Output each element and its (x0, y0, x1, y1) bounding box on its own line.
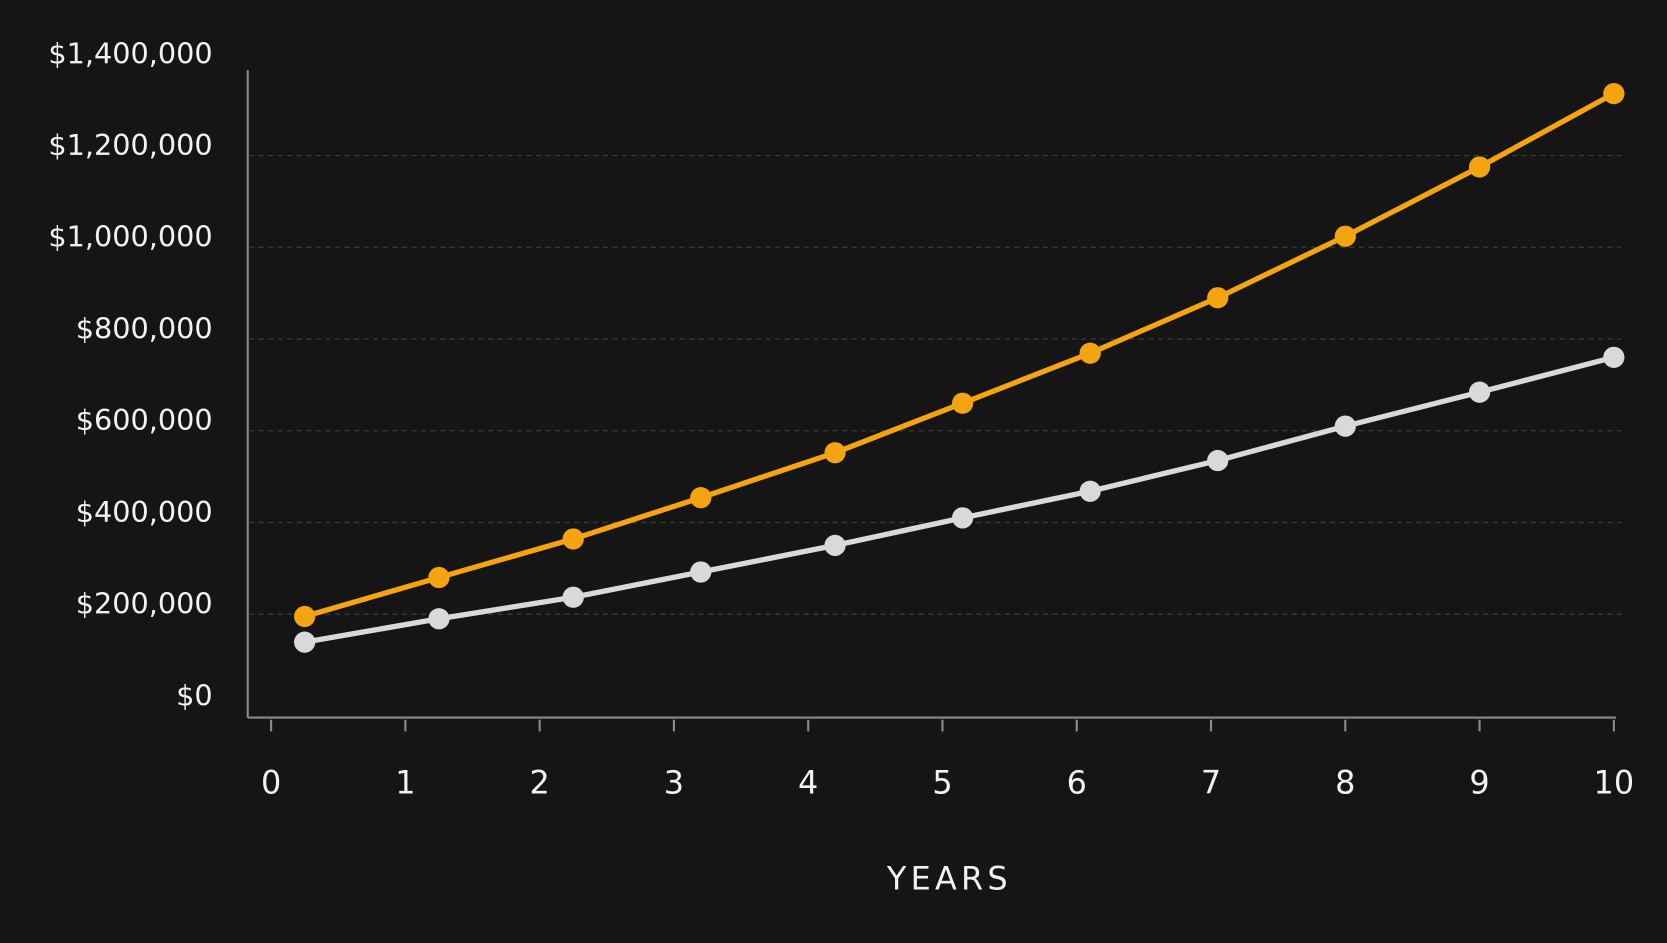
data-point (690, 561, 712, 583)
data-point (824, 534, 846, 557)
data-point (1207, 449, 1229, 472)
x-tick-label: 0 (261, 764, 281, 802)
data-point (824, 442, 846, 464)
y-tick-label: $1,200,000 (48, 128, 212, 162)
data-point (1079, 480, 1101, 502)
y-tick-label: $1,000,000 (48, 220, 212, 254)
x-tick-label: 5 (932, 764, 952, 802)
x-tick-label: 10 (1594, 764, 1635, 802)
data-point (1334, 415, 1356, 437)
y-tick-label: $800,000 (76, 311, 213, 345)
data-point (562, 586, 584, 608)
x-tick-label: 6 (1067, 764, 1087, 802)
y-tick-label: $1,400,000 (48, 36, 212, 70)
data-point (1468, 381, 1491, 403)
data-point (1079, 342, 1101, 364)
y-tick-label: $0 (176, 678, 213, 712)
data-point (1334, 225, 1356, 247)
data-point (294, 631, 316, 653)
data-point (428, 566, 450, 589)
data-point (951, 392, 974, 414)
x-axis-title: YEARS (886, 859, 1012, 897)
y-tick-label: $400,000 (76, 495, 213, 529)
data-point (951, 507, 974, 529)
data-point (1207, 287, 1229, 309)
data-point (690, 487, 712, 509)
data-point (294, 605, 316, 628)
x-tick-label: 9 (1469, 764, 1489, 802)
data-point (1603, 82, 1625, 105)
x-tick-label: 4 (798, 764, 818, 802)
data-point (1468, 156, 1491, 178)
data-point (562, 528, 584, 550)
x-tick-label: 8 (1335, 764, 1355, 802)
x-tick-label: 7 (1201, 764, 1221, 802)
y-tick-label: $600,000 (76, 403, 213, 437)
x-tick-label: 1 (395, 764, 415, 802)
data-point (1603, 346, 1625, 368)
data-point (428, 608, 450, 630)
y-tick-label: $200,000 (76, 587, 213, 621)
x-tick-label: 2 (530, 764, 550, 802)
x-tick-label: 3 (664, 764, 684, 802)
